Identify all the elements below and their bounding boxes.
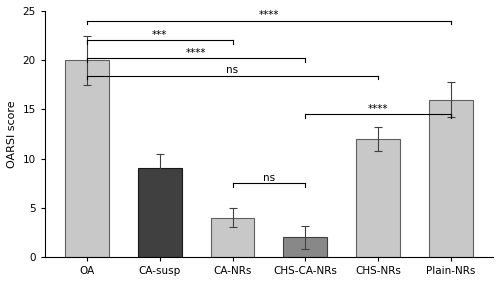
Bar	[429, 100, 472, 257]
Bar	[65, 60, 109, 257]
Text: ****: ****	[368, 104, 388, 114]
Bar	[138, 168, 182, 257]
Text: ns: ns	[226, 65, 238, 75]
Bar	[210, 218, 254, 257]
Text: ***: ***	[152, 30, 168, 40]
Bar	[356, 139, 400, 257]
Text: ns: ns	[263, 173, 275, 183]
Bar	[284, 237, 327, 257]
Text: ****: ****	[186, 48, 206, 58]
Text: ****: ****	[258, 10, 279, 20]
Y-axis label: OARSI score: OARSI score	[7, 100, 17, 168]
